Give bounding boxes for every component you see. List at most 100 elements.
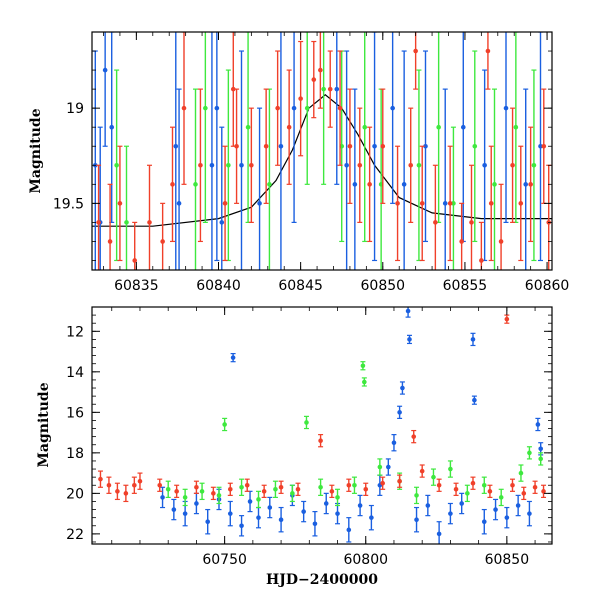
marker [337, 105, 343, 111]
data-point [397, 405, 403, 420]
data-point [509, 478, 515, 492]
data-point [261, 484, 267, 499]
marker [312, 521, 318, 527]
data-point [227, 482, 233, 496]
x-tick-label: 60750 [202, 552, 247, 568]
data-point [132, 221, 138, 270]
marker [523, 182, 529, 187]
marker [321, 86, 326, 92]
marker [205, 519, 211, 525]
marker [470, 480, 476, 486]
marker [459, 501, 464, 506]
marker [465, 491, 470, 496]
data-point [170, 126, 175, 243]
marker [198, 162, 203, 168]
data-point [399, 381, 405, 395]
marker [344, 162, 349, 168]
marker [117, 201, 123, 206]
data-point [335, 488, 341, 507]
marker [390, 105, 395, 111]
data-point [436, 32, 442, 223]
data-point [357, 107, 363, 223]
data-point [487, 484, 493, 499]
data-point [216, 486, 222, 505]
marker [239, 162, 244, 168]
marker [335, 511, 340, 516]
series-2 [96, 32, 552, 270]
marker [194, 501, 199, 506]
marker [222, 422, 227, 427]
data-point [498, 488, 504, 507]
marker [493, 507, 498, 512]
data-point [347, 88, 353, 204]
data-point [247, 490, 253, 513]
marker [532, 484, 538, 490]
marker [290, 491, 295, 496]
data-point [227, 500, 233, 527]
data-point [321, 32, 327, 185]
data-point [470, 332, 476, 347]
data-point [182, 488, 188, 507]
marker [334, 86, 340, 92]
marker [286, 124, 292, 130]
y-tick-label: 19.5 [53, 196, 84, 212]
marker [352, 182, 358, 187]
marker [267, 182, 272, 187]
data-point [492, 88, 497, 270]
marker [360, 363, 366, 369]
marker [395, 201, 400, 206]
marker [411, 434, 417, 439]
data-point [391, 434, 397, 452]
series-1 [165, 361, 544, 509]
data-point [102, 32, 108, 147]
data-point [395, 145, 401, 262]
data-point [526, 446, 532, 460]
data-point [239, 515, 245, 537]
marker [132, 482, 137, 488]
data-point [263, 88, 269, 204]
marker [433, 220, 438, 225]
marker [414, 493, 419, 498]
x-tick-label: 60860 [525, 278, 570, 294]
data-point [210, 486, 216, 501]
y-tick-label: 14 [66, 365, 84, 381]
marker [448, 511, 453, 516]
marker [323, 501, 329, 506]
marker [181, 105, 187, 111]
data-point [488, 145, 494, 262]
data-point [114, 482, 120, 501]
data-point [171, 498, 177, 521]
data-point [334, 32, 340, 185]
marker [174, 489, 179, 494]
data-point [131, 476, 137, 494]
marker [372, 143, 377, 149]
data-point [230, 352, 236, 363]
marker [102, 67, 108, 73]
marker [298, 96, 303, 101]
data-point [423, 50, 428, 243]
data-point [114, 69, 120, 262]
marker [219, 220, 225, 225]
marker [234, 143, 239, 149]
marker [249, 162, 254, 168]
marker [115, 489, 120, 494]
data-point [214, 32, 220, 262]
marker [492, 182, 497, 187]
marker [538, 446, 544, 452]
data-point [531, 69, 537, 262]
marker [329, 489, 335, 494]
marker [211, 491, 216, 496]
data-point [230, 32, 236, 147]
y-tick-label: 16 [66, 405, 84, 421]
marker [327, 86, 333, 92]
marker [447, 201, 453, 206]
marker [347, 143, 353, 149]
marker [419, 201, 425, 206]
marker [416, 162, 422, 168]
marker [504, 515, 510, 520]
data-point [318, 434, 324, 448]
data-point [193, 480, 199, 494]
marker [414, 517, 419, 522]
data-point [447, 502, 453, 525]
data-point [447, 460, 453, 478]
